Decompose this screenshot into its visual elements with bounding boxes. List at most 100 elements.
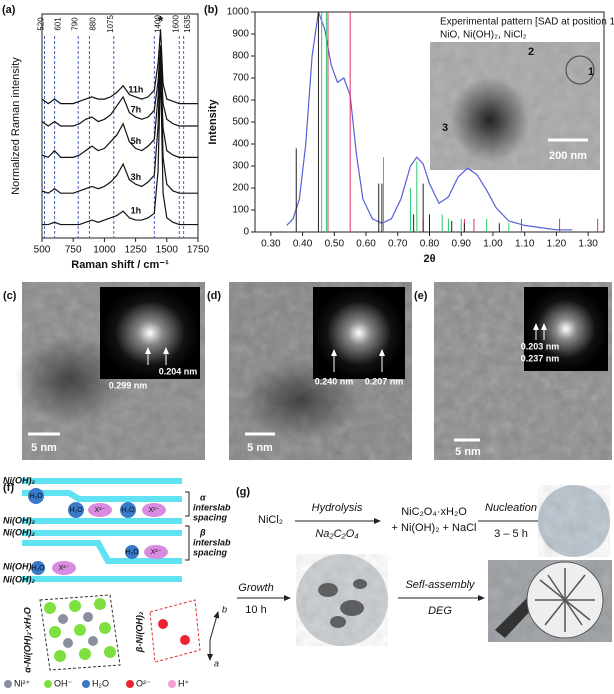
structure-label: β-Ni(OH)₂ [134,611,144,653]
reference-label: 1635 [183,15,192,33]
layer-label: Ni(OH)₂ [3,527,35,537]
panel-label: (a) [2,4,16,16]
x-tick-label: 1500 [156,245,179,256]
panel-f: (f) Ni(OH)₂ Ni(OH)₂ Ni(OH)₂ Ni(OH)₂ Ni(O… [3,475,231,688]
y-tick-label: 700 [232,73,249,84]
bracket-label: β [199,527,206,537]
y-tick-label: 200 [232,183,249,194]
step-label: Hydrolysis [312,502,363,514]
panel-e: (e) 0.203 nm 0.237 nm 5 nm [414,282,612,460]
molecule: X²⁻ [149,507,160,514]
scale-label: 5 nm [455,446,481,458]
legend-entry: Ni²⁺ [14,678,30,688]
x-tick-label: 0.30 [261,239,281,250]
inset-label: 2 [528,46,534,58]
bracket-label: α [200,492,206,502]
peak-annotation: * [158,12,164,28]
d-spacing: 0.240 nm [315,376,354,386]
spectrum-line [41,29,198,105]
legend-entry: NiO, [440,30,460,41]
panel-label: (f) [3,482,14,494]
legend-entry: H₂O [92,678,109,688]
step-label: Nucleation [485,502,537,514]
bracket-label: spacing [193,512,228,522]
axis-label: a [214,658,219,668]
x-tick-label: 1.20 [547,239,567,250]
scale-label: 200 nm [549,150,587,162]
x-tick-label: 1.30 [578,239,598,250]
panel-d: (d) 0.240 nm 0.207 nm 5 nm [207,282,412,460]
x-tick-label: 1.00 [483,239,503,250]
panel-label: (b) [204,4,218,16]
x-tick-label: 1250 [124,245,147,256]
molecule: H₂O [31,565,45,572]
x-tick-label: 1000 [93,245,116,256]
legend-entry: H⁺ [178,678,189,688]
x-tick-label: 0.60 [356,239,376,250]
inset-label: 3 [442,122,448,134]
y-tick-label: 0 [243,227,249,238]
panel-label: (d) [207,290,221,302]
series-label: 3h [131,172,142,182]
inset-micrograph: 1 2 3 200 nm [430,42,600,170]
y-axis-label: Intensity [207,99,219,145]
reference-label: 790 [70,17,79,31]
y-tick-label: 1000 [227,7,250,18]
product: NiC₂O₄·xH₂O [401,506,467,518]
bracket-label: spacing [193,547,228,557]
step-label: 10 h [245,604,266,616]
axis-label: b [222,604,227,614]
reference-label: 520 [37,17,46,31]
crystal-structure [39,594,220,671]
d-spacing: 0.299 nm [109,380,148,390]
x-tick-label: 1.10 [515,239,535,250]
y-axis-label: Normalized Raman intensity [10,57,22,195]
x-tick-label: 0.90 [451,239,471,250]
reference-label: 1400 [153,15,162,33]
spectrum-line [286,11,573,231]
bracket-label: interslab [193,502,231,512]
x-tick-label: 1750 [187,245,210,256]
x-tick-label: 750 [65,245,82,256]
step-label: DEG [428,605,452,617]
structure-label: α-Ni(OH)₂·xH₂O [22,607,32,672]
panel-label: (g) [236,486,250,498]
molecule: H₂O [121,507,135,514]
spectrum-line [42,69,198,226]
spectrum-line [41,45,198,127]
x-tick-label: 0.80 [420,239,440,250]
product: + Ni(OH)₂ + NaCl [392,522,477,534]
bracket-label: interslab [193,537,231,547]
d-spacing: 0.203 nm [521,341,560,351]
molecule: X²⁻ [151,549,162,556]
y-tick-label: 500 [232,117,249,128]
legend-entry: Experimental pattern [SAD at position 1] [440,17,614,28]
layer-label: Ni(OH)₂ [3,561,35,571]
reactant: NiCl₂ [258,514,283,526]
layer-label: Ni(OH)₂ [3,574,35,584]
y-tick-label: 100 [232,205,249,216]
d-spacing: 0.207 nm [365,376,404,386]
panel-label: (e) [414,290,428,302]
d-spacing: 0.204 nm [159,366,198,376]
step-label: Sefl-assembly [405,579,476,591]
reference-label: 1075 [106,15,115,33]
layer-label: Ni(OH)₂ [3,475,35,485]
scale-label: 5 nm [31,442,57,454]
y-tick-label: 400 [232,139,249,150]
spectrum-line [41,54,198,159]
panel-label: (c) [3,290,17,302]
legend-entry: OH⁻ [54,678,73,688]
series-label: 7h [131,105,142,115]
step-label: Na₂C₂O₄ [315,528,358,540]
spectrum-line [41,49,198,194]
reference-label: 601 [54,17,63,31]
series-label: 5h [131,136,142,146]
y-tick-label: 800 [232,51,249,62]
x-axis-label: 2θ [423,253,435,265]
series-label: 1h [131,205,142,215]
y-tick-label: 300 [232,161,249,172]
molecule: X²⁻ [59,565,70,572]
x-tick-label: 500 [34,245,51,256]
